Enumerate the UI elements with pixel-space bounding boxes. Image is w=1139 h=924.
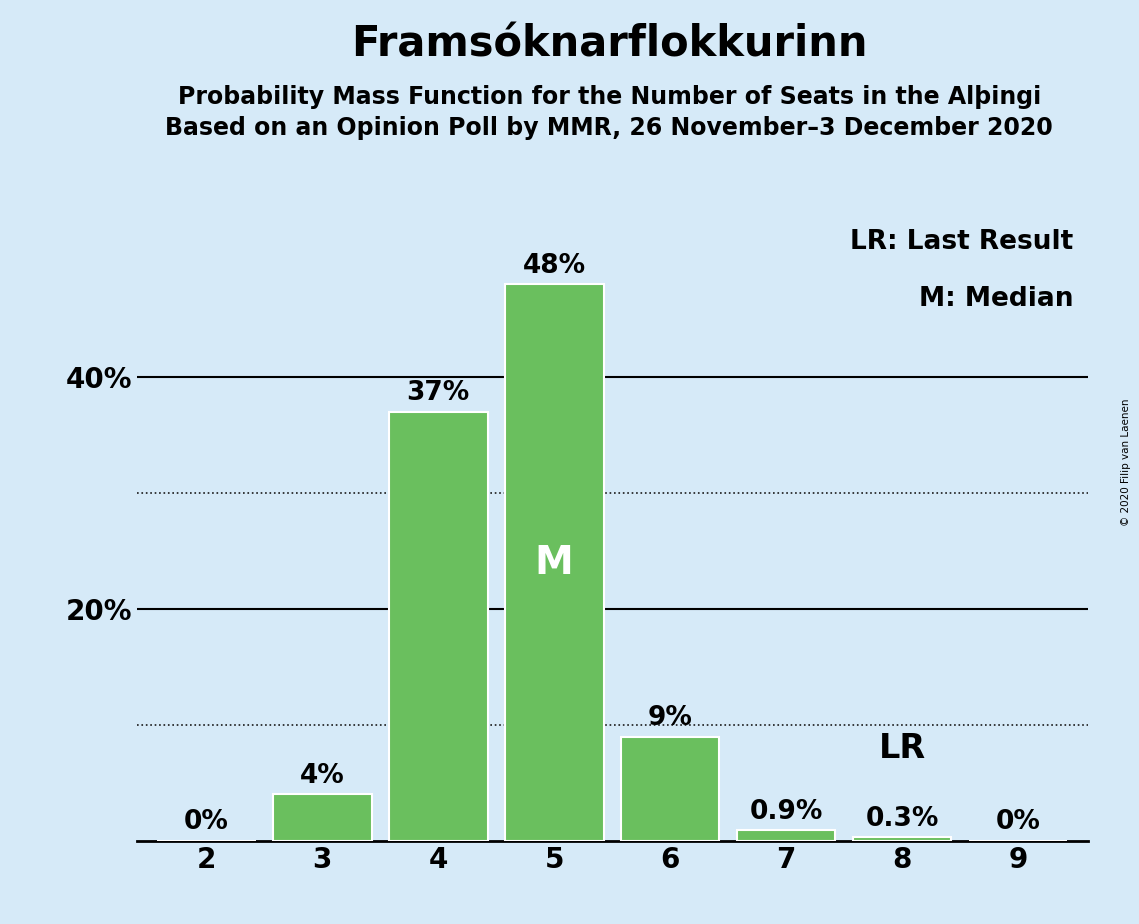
Text: LR: Last Result: LR: Last Result xyxy=(850,229,1073,255)
Text: Probability Mass Function for the Number of Seats in the Alþingi: Probability Mass Function for the Number… xyxy=(178,85,1041,109)
Text: M: M xyxy=(535,543,574,581)
Bar xyxy=(505,285,604,841)
Text: LR: LR xyxy=(878,733,926,765)
Bar xyxy=(621,736,720,841)
Text: 37%: 37% xyxy=(407,380,470,407)
Text: 4%: 4% xyxy=(300,762,345,789)
Text: © 2020 Filip van Laenen: © 2020 Filip van Laenen xyxy=(1121,398,1131,526)
Text: 0%: 0% xyxy=(183,809,229,835)
Text: 0.3%: 0.3% xyxy=(866,806,939,832)
Bar xyxy=(273,795,371,841)
Bar xyxy=(853,837,951,841)
Text: 0%: 0% xyxy=(995,809,1041,835)
Text: 48%: 48% xyxy=(523,252,585,279)
Text: Based on an Opinion Poll by MMR, 26 November–3 December 2020: Based on an Opinion Poll by MMR, 26 Nove… xyxy=(165,116,1054,140)
Bar xyxy=(737,831,836,841)
Text: Framsóknarflokkurinn: Framsóknarflokkurinn xyxy=(351,23,868,65)
Text: M: Median: M: Median xyxy=(919,286,1073,312)
Text: 9%: 9% xyxy=(648,705,693,731)
Text: 0.9%: 0.9% xyxy=(749,798,822,824)
Bar xyxy=(388,412,487,841)
